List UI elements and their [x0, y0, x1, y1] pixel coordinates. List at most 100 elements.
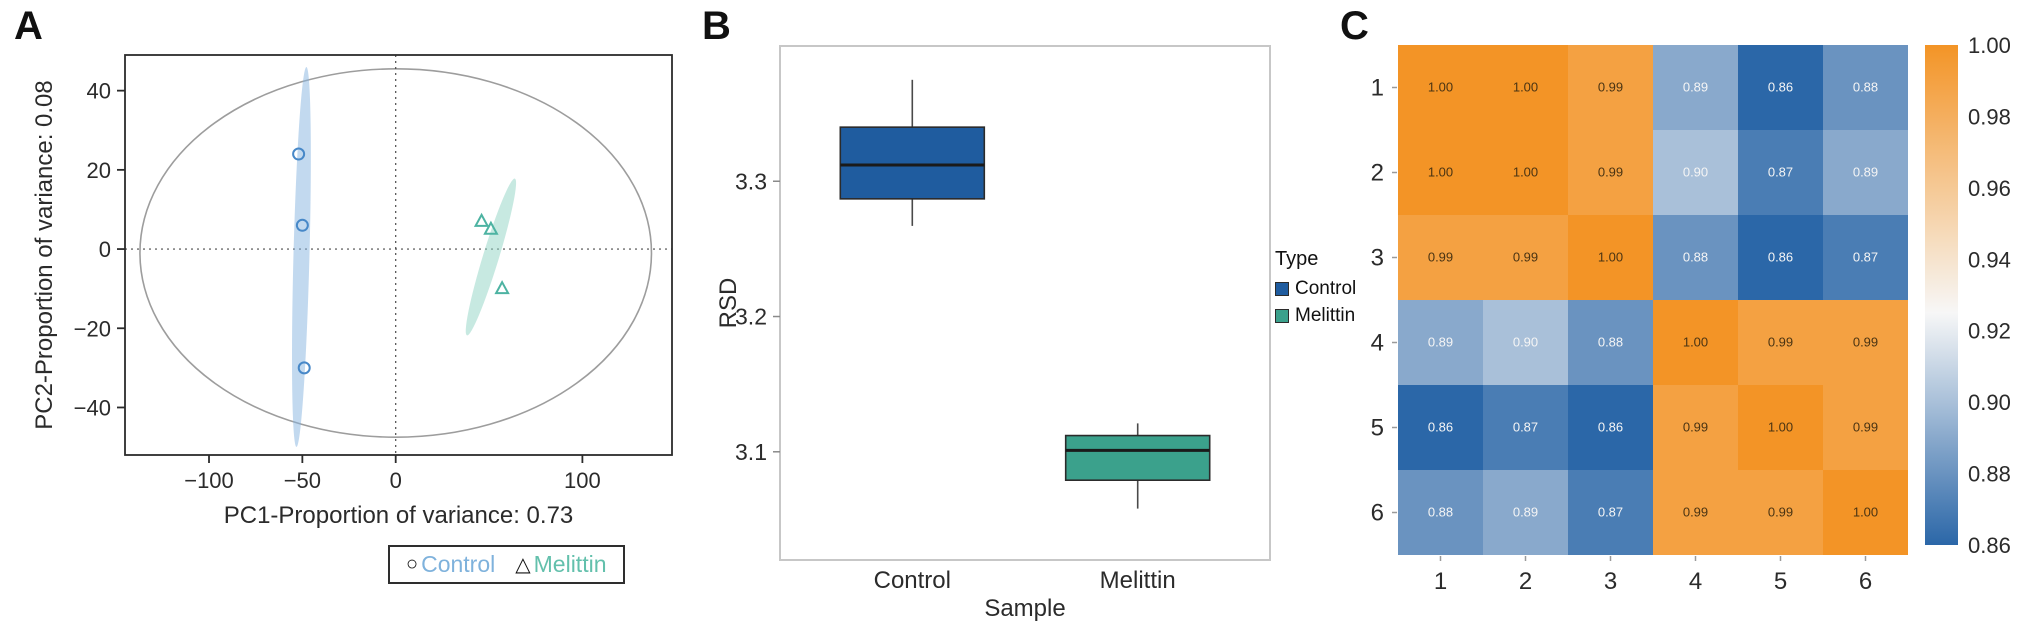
melittin-point: [494, 280, 510, 295]
colorbar-tick-label: 1.00: [1968, 33, 2011, 58]
heatmap-row-label: 4: [1371, 330, 1384, 357]
panel-boxplot: B 3.1 3.2 3.3 Control Melittin Sample RSD Type…: [700, 0, 1356, 631]
heatmap-cell: [1738, 385, 1823, 470]
x-tick-label: −50: [284, 468, 321, 493]
heatmap-cell: [1823, 130, 1908, 215]
melittin-swatch-icon: [1275, 309, 1289, 323]
heatmap-row-label: 5: [1371, 415, 1384, 442]
heatmap-cell-value: 0.86: [1428, 420, 1453, 435]
boxplot-panel-border: [779, 45, 1271, 561]
heatmap-cell-value: 0.86: [1768, 80, 1793, 95]
heatmap-cell-value: 1.00: [1853, 505, 1878, 520]
heatmap-cell-value: 1.00: [1598, 250, 1623, 265]
heatmap-cell-value: 1.00: [1428, 80, 1453, 95]
heatmap-cell-value: 0.99: [1853, 420, 1878, 435]
heatmap-cell-value: 0.87: [1598, 505, 1623, 520]
heatmap-cell: [1568, 215, 1653, 300]
pca-legend: ○ Control △ Melittin: [388, 545, 625, 584]
heatmap-cell: [1568, 385, 1653, 470]
heatmap-col-label: 2: [1519, 568, 1532, 595]
heatmap-col-label: 6: [1859, 568, 1872, 595]
boxplot-legend: Type Control Melittin: [1275, 248, 1356, 332]
heatmap-cell-value: 0.90: [1683, 165, 1708, 180]
control-point: [292, 147, 306, 161]
pca-y-axis-title: PC2-Proportion of variance: 0.08: [31, 80, 58, 430]
heatmap-cell-value: 0.99: [1598, 80, 1623, 95]
x-tick-label: 0: [390, 468, 402, 493]
control-confidence-band: [292, 67, 311, 447]
heatmap-cell: [1823, 215, 1908, 300]
heatmap-cell: [1568, 45, 1653, 130]
panel-c-letter: C: [1340, 4, 1369, 48]
melittin-confidence-band: [465, 178, 517, 336]
heatmap-row-label: 6: [1371, 500, 1384, 527]
heatmap-cell: [1398, 215, 1483, 300]
heatmap-cell: [1653, 470, 1738, 555]
colorbar-tick-label: 0.96: [1968, 176, 2011, 201]
triangle-marker-icon: △: [515, 554, 531, 576]
heatmap-cell-value: 0.86: [1598, 420, 1623, 435]
heatmap-cell-value: 0.88: [1428, 505, 1453, 520]
heatmap-cell-value: 0.90: [1513, 335, 1538, 350]
colorbar-tick-label: 0.92: [1968, 319, 2011, 344]
heatmap-cell-value: 0.99: [1683, 505, 1708, 520]
heatmap-cell: [1823, 300, 1908, 385]
colorbar-tick-label: 0.94: [1968, 247, 2011, 272]
control-point: [295, 218, 309, 232]
heatmap-cell: [1653, 215, 1738, 300]
heatmap-cell-value: 1.00: [1513, 80, 1538, 95]
rsd-tick-label: 3.2: [735, 304, 767, 330]
heatmap-col-label: 1: [1434, 568, 1447, 595]
heatmap-cell-value: 0.99: [1768, 335, 1793, 350]
panel-b-letter: B: [702, 4, 731, 48]
panel-pca: A −100 −50 0 100 40 20 0 −20 −40 PC1-Proportion o…: [0, 0, 700, 631]
heatmap-cell-value: 0.87: [1853, 250, 1878, 265]
heatmap-cell: [1398, 300, 1483, 385]
heatmap-col-label: 3: [1604, 568, 1617, 595]
heatmap-cell: [1653, 385, 1738, 470]
pca-scatter-plot: −100 −50 0 100 40 20 0 −20 −40 PC1-Proportion of …: [31, 54, 673, 529]
y-tick-label: −20: [74, 316, 111, 341]
pca-x-axis-title: PC1-Proportion of variance: 0.73: [224, 502, 574, 529]
heatmap-cell-value: 0.89: [1428, 335, 1453, 350]
heatmap-cell-value: 1.00: [1683, 335, 1708, 350]
heatmap-row-label: 2: [1371, 160, 1384, 187]
heatmap-cell: [1398, 385, 1483, 470]
heatmap-cell: [1483, 130, 1568, 215]
heatmap-cell-value: 0.99: [1513, 250, 1538, 265]
colorbar: [1925, 45, 1958, 545]
legend-melittin-label: Melittin: [1295, 305, 1356, 326]
heatmap-cell: [1653, 300, 1738, 385]
colorbar-tick-label: 0.86: [1968, 533, 2011, 558]
category-label: Melittin: [1100, 567, 1176, 594]
correlation-heatmap: 1.00 1.00 0.99 0.89 0.86 0.88 1.00 1.00 0.99 0.90…: [1371, 33, 2011, 595]
panel-a-letter: A: [14, 4, 43, 48]
heatmap-cell: [1738, 130, 1823, 215]
heatmap-cell: [1483, 45, 1568, 130]
heatmap-cell: [1483, 300, 1568, 385]
heatmap-cell: [1823, 385, 1908, 470]
heatmap-cell-value: 0.87: [1768, 165, 1793, 180]
heatmap-cell-value: 0.86: [1768, 250, 1793, 265]
heatmap-cell: [1738, 45, 1823, 130]
category-label: Control: [874, 567, 951, 594]
heatmap-cell-value: 0.89: [1513, 505, 1538, 520]
heatmap-cell-value: 0.87: [1513, 420, 1538, 435]
box-x-axis-title: Sample: [984, 595, 1065, 622]
melittin-point: [473, 212, 490, 227]
heatmap-cell-value: 1.00: [1428, 165, 1453, 180]
heatmap-cell-value: 0.99: [1683, 420, 1708, 435]
pca-legend-melittin-label: Melittin: [533, 551, 607, 577]
circle-marker-icon: ○: [406, 553, 419, 575]
heatmap-cell: [1823, 45, 1908, 130]
heatmap-cell: [1398, 45, 1483, 130]
heatmap-cell-value: 0.99: [1768, 505, 1793, 520]
heatmap-row-label: 3: [1371, 245, 1384, 272]
heatmap-cell: [1738, 470, 1823, 555]
pca-legend-item-control: ○ Control: [406, 551, 495, 578]
heatmap-row-label: 1: [1371, 75, 1384, 102]
y-tick-label: 20: [87, 158, 111, 183]
melittin-point: [483, 220, 499, 235]
boxplot-legend-title: Type: [1275, 248, 1319, 270]
